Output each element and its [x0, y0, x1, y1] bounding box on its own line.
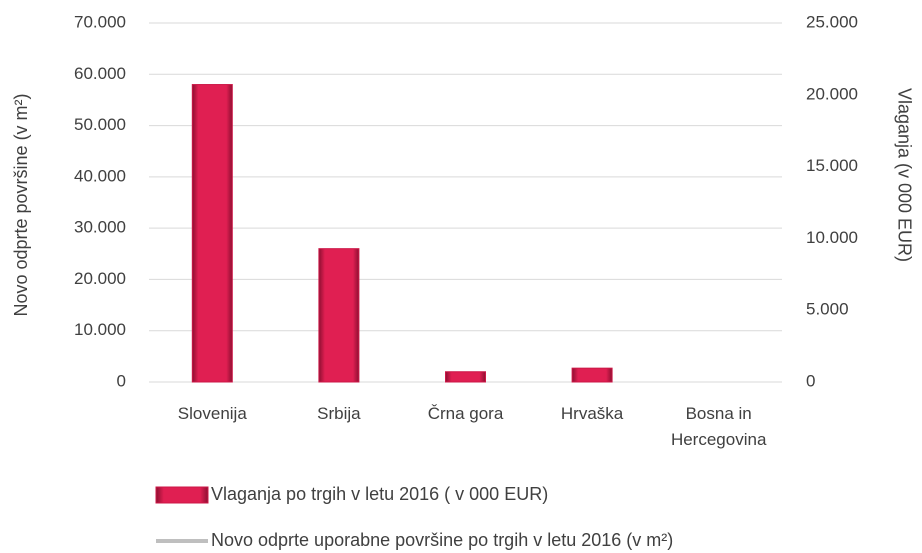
- x-tick-label: Bosna in Hercegovina: [670, 404, 767, 449]
- bar: [445, 371, 486, 383]
- x-tick-label: Črna gora: [427, 404, 504, 423]
- legend-label: Vlaganja po trgih v letu 2016 ( v 000 EU…: [211, 484, 548, 504]
- y2-tick-label: 10.000: [806, 228, 858, 247]
- y-tick-label: 0: [117, 371, 126, 390]
- x-tick-label: Srbija: [317, 404, 361, 423]
- x-tick-label: Slovenija: [177, 404, 247, 423]
- x-tick-label: Hrvaška: [560, 404, 624, 423]
- bar: [191, 84, 233, 383]
- y2-tick-label: 20.000: [806, 84, 858, 103]
- y-tick-label: 10.000: [74, 320, 126, 339]
- y-tick-label: 30.000: [74, 218, 126, 237]
- y-tick-label: 70.000: [74, 12, 126, 31]
- legend-swatch: [155, 486, 209, 504]
- y2-tick-label: 5.000: [806, 300, 849, 319]
- y-tick-label: 50.000: [74, 115, 126, 134]
- y-axis-title: Novo odprte površine (v m²): [11, 93, 31, 316]
- y-tick-label: 40.000: [74, 166, 126, 185]
- y-tick-label: 20.000: [74, 269, 126, 288]
- y2-tick-label: 0: [806, 371, 815, 390]
- bar: [571, 367, 613, 383]
- legend-label: Novo odprte uporabne površine po trgih v…: [211, 530, 673, 550]
- y2-tick-label: 25.000: [806, 12, 858, 31]
- y-tick-label: 60.000: [74, 64, 126, 83]
- y2-axis-title: Vlaganja (v 000 EUR): [894, 88, 914, 262]
- bar: [318, 248, 360, 383]
- y2-tick-label: 15.000: [806, 156, 858, 175]
